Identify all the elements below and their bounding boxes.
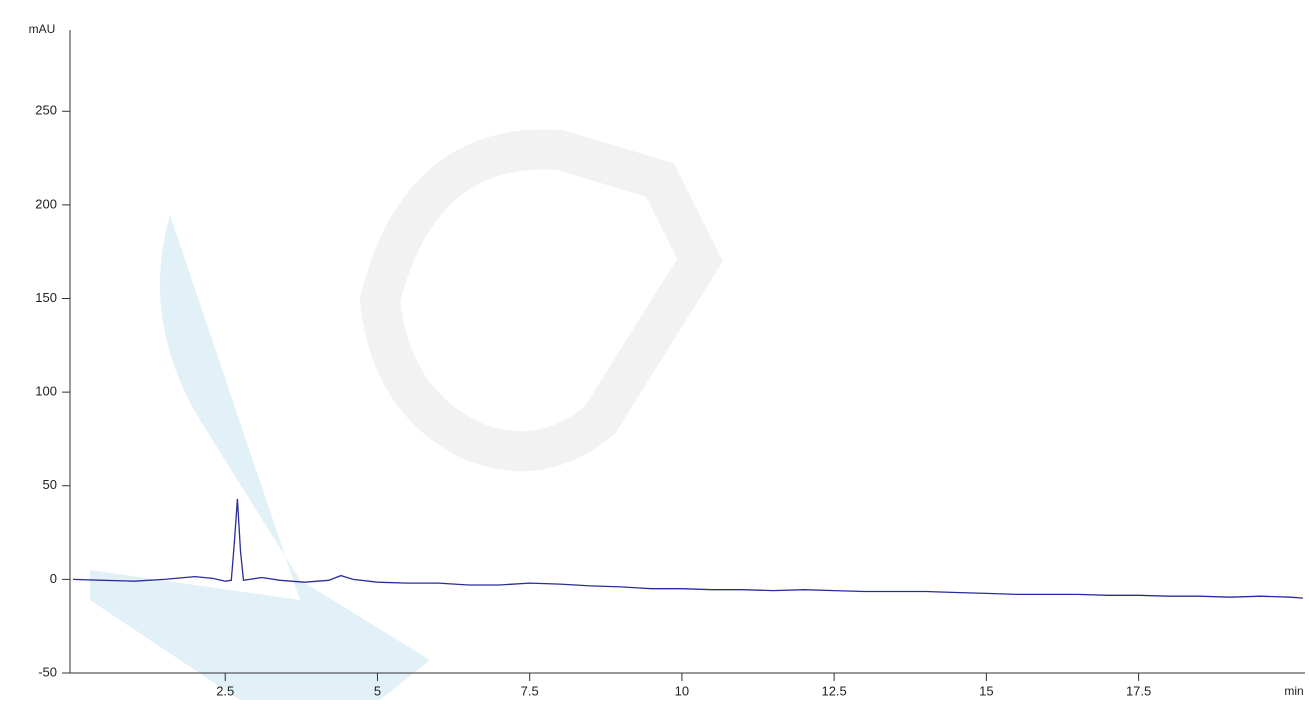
watermark xyxy=(359,129,723,472)
x-tick-label: 17.5 xyxy=(1126,683,1151,698)
x-tick-label: 2.5 xyxy=(216,683,234,698)
watermark xyxy=(90,215,430,700)
x-tick-label: 10 xyxy=(675,683,689,698)
y-tick-label: 50 xyxy=(43,477,57,492)
y-tick-label: 150 xyxy=(35,290,57,305)
y-tick-label: 0 xyxy=(50,571,57,586)
x-tick-label: 5 xyxy=(374,683,381,698)
x-axis-label: min xyxy=(1284,684,1303,698)
x-tick-label: 7.5 xyxy=(521,683,539,698)
x-tick-label: 15 xyxy=(979,683,993,698)
data-line xyxy=(72,498,1304,599)
y-tick-label: 100 xyxy=(35,384,57,399)
y-tick-label: 200 xyxy=(35,196,57,211)
x-tick-label: 12.5 xyxy=(821,683,846,698)
y-tick-label: -50 xyxy=(38,664,57,679)
y-tick-label: 250 xyxy=(35,103,57,118)
y-axis-label: mAU xyxy=(29,22,56,36)
